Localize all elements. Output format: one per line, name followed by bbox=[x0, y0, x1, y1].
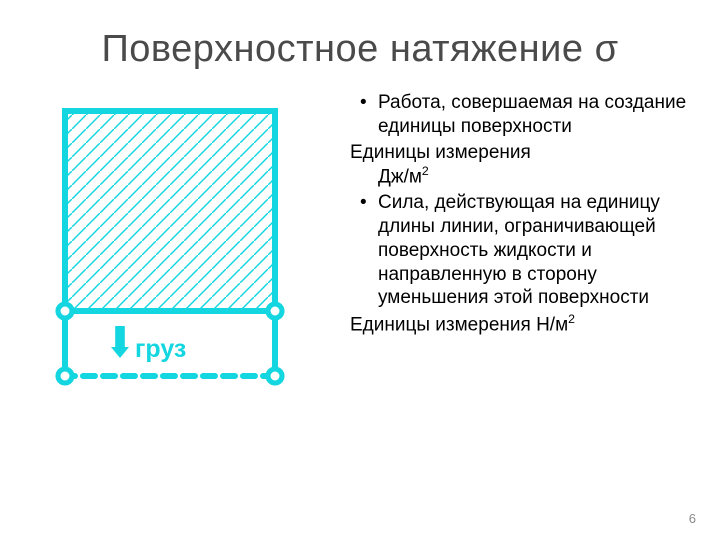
bullet-work: Работа, совершаемая на создание единицы … bbox=[350, 91, 690, 139]
node-circle bbox=[58, 304, 72, 318]
text-column: Работа, совершаемая на создание единицы … bbox=[340, 91, 690, 406]
unit1-value: Дж/м bbox=[378, 167, 422, 188]
film-hatch bbox=[68, 114, 272, 311]
unit2-sup: 2 bbox=[568, 312, 575, 326]
unit2-value: Н/м bbox=[536, 314, 568, 335]
page-number: 6 bbox=[689, 511, 696, 526]
unit-newton: Единицы измерения Н/м2 bbox=[350, 312, 690, 337]
node-circle bbox=[268, 369, 282, 383]
page-title: Поверхностное натяжение σ bbox=[0, 0, 720, 91]
load-label: груз bbox=[135, 335, 186, 363]
definition-list: Работа, совершаемая на создание единицы … bbox=[350, 91, 690, 337]
unit1-sup: 2 bbox=[422, 164, 429, 178]
down-arrow-icon bbox=[111, 326, 129, 358]
unit2-label: Единицы измерения bbox=[350, 314, 531, 335]
node-circle bbox=[58, 369, 72, 383]
unit-joule: Единицы измерения Дж/м2 bbox=[350, 141, 690, 190]
diagram-column: груз bbox=[30, 91, 340, 406]
surface-tension-diagram: груз bbox=[30, 101, 310, 401]
unit1-label: Единицы измерения bbox=[350, 142, 531, 163]
bullet-force: Сила, действующая на единицу длины линии… bbox=[350, 191, 690, 310]
content-row: груз Работа, совершаемая на создание еди… bbox=[0, 91, 720, 406]
node-circle bbox=[268, 304, 282, 318]
